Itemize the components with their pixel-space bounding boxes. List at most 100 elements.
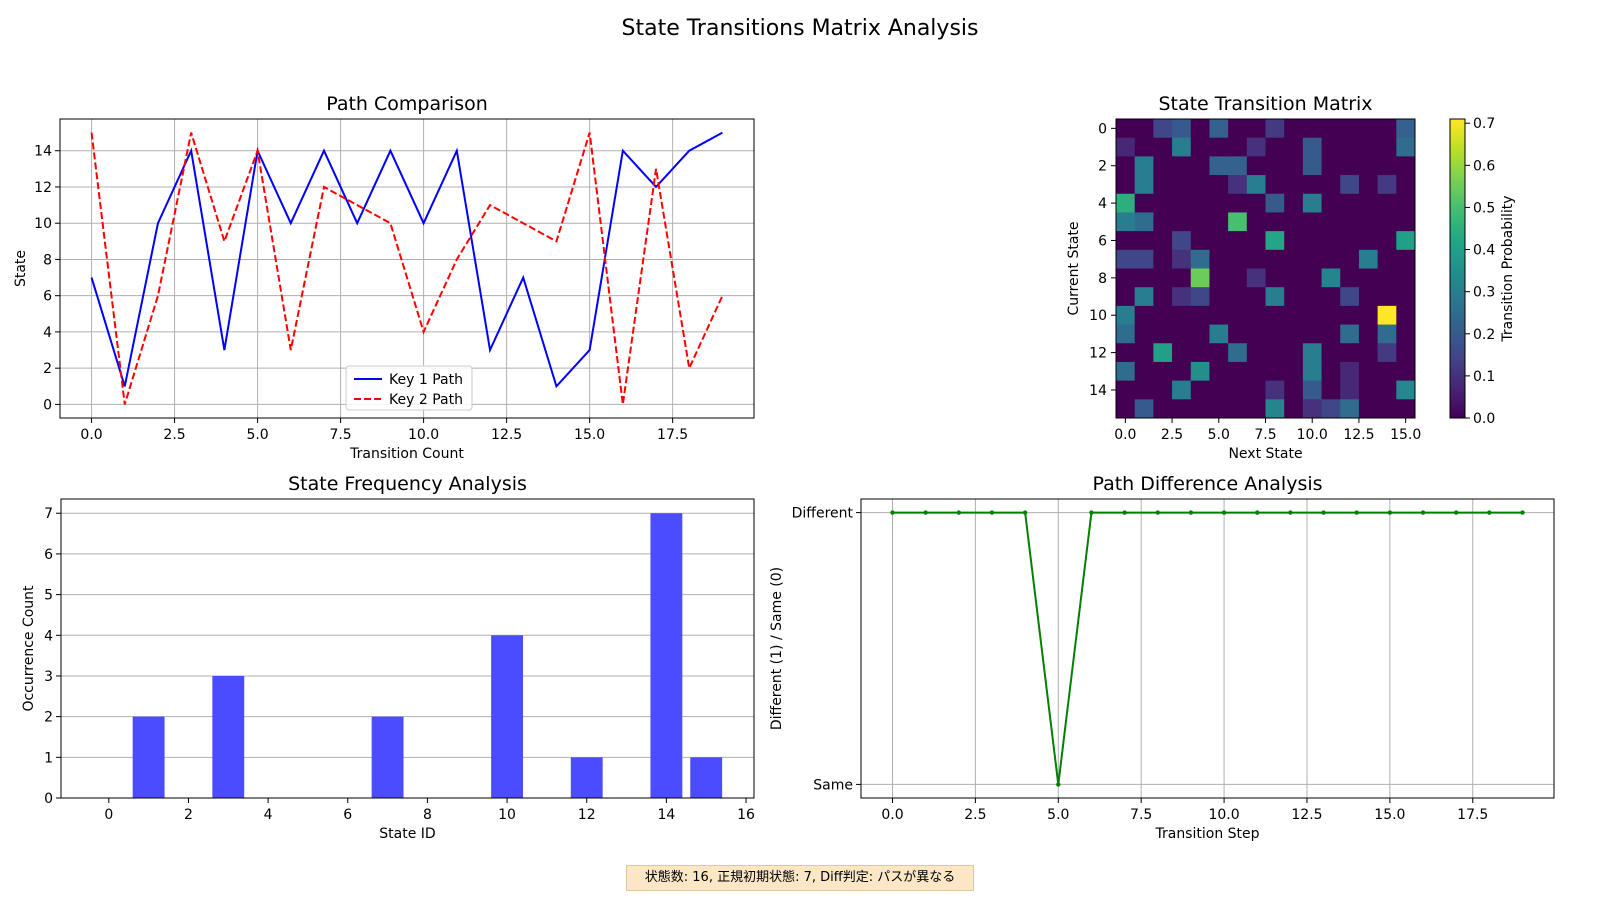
heatmap-cell bbox=[1172, 193, 1192, 213]
heatmap-cell bbox=[1246, 324, 1266, 344]
heatmap-cell bbox=[1302, 137, 1323, 157]
heatmap-cell bbox=[1358, 305, 1379, 326]
heatmap-cell bbox=[1172, 399, 1192, 419]
heatmap-cell bbox=[1172, 212, 1192, 232]
colorbar-tick-label: 0.4 bbox=[1473, 243, 1495, 259]
heatmap-cell bbox=[1153, 249, 1173, 269]
heatmap-cell bbox=[1153, 119, 1173, 139]
heatmap-cell bbox=[1116, 119, 1136, 139]
x-axis-label: Transition Step bbox=[1154, 826, 1259, 842]
heatmap-cell bbox=[1228, 287, 1248, 307]
plot-frame bbox=[59, 118, 755, 419]
heatmap-cell bbox=[1153, 212, 1173, 232]
heatmap-cell bbox=[1284, 268, 1304, 288]
y-tick-label: 7 bbox=[44, 506, 53, 522]
heatmap-cell bbox=[1265, 361, 1285, 382]
heatmap-cell bbox=[1284, 324, 1304, 344]
heatmap-cell bbox=[1228, 361, 1248, 382]
heatmap-cell bbox=[1302, 249, 1323, 269]
heatmap-cell bbox=[1228, 305, 1248, 326]
y-axis-label: Different (1) / Same (0) bbox=[769, 567, 785, 730]
heatmap-cell bbox=[1134, 119, 1154, 139]
heatmap-cell bbox=[1302, 305, 1323, 326]
heatmap-cell bbox=[1358, 268, 1379, 288]
x-tick-label: 17.5 bbox=[1457, 807, 1488, 823]
x-tick-label: 12.5 bbox=[491, 427, 522, 443]
heatmap-cell bbox=[1302, 361, 1323, 382]
y-tick-label: 8 bbox=[43, 252, 52, 268]
heatmap-cell bbox=[1228, 399, 1248, 419]
heatmap-cell bbox=[1340, 175, 1360, 195]
heatmap-cell bbox=[1228, 156, 1248, 176]
x-tick-label: 10.0 bbox=[408, 427, 439, 443]
bar-state-15 bbox=[690, 757, 723, 798]
y-tick-label: 0 bbox=[44, 791, 53, 807]
heatmap-cell bbox=[1265, 156, 1285, 176]
heatmap-cell bbox=[1134, 156, 1154, 176]
x-tick-label: 7.5 bbox=[1254, 427, 1276, 443]
heatmap-cell bbox=[1358, 287, 1379, 307]
heatmap-cell bbox=[1340, 324, 1360, 344]
heatmap-cell bbox=[1153, 268, 1173, 288]
heatmap-cell bbox=[1265, 268, 1285, 288]
heatmap-cell bbox=[1246, 305, 1266, 326]
heatmap-cell bbox=[1116, 268, 1136, 288]
heatmap-cell bbox=[1396, 324, 1416, 344]
heatmap-cell bbox=[1284, 343, 1304, 363]
y-tick-label: 14 bbox=[34, 144, 52, 160]
heatmap-cell bbox=[1209, 156, 1229, 176]
bar-state-14 bbox=[650, 513, 683, 798]
x-tick-label: 2.5 bbox=[964, 807, 986, 823]
heatmap-cell bbox=[1172, 175, 1192, 195]
heatmap-cell bbox=[1172, 380, 1192, 400]
x-tick-label: 16 bbox=[737, 807, 755, 823]
heatmap-cell bbox=[1172, 305, 1192, 326]
heatmap-cell bbox=[1284, 399, 1304, 419]
heatmap-cell bbox=[1116, 212, 1136, 232]
heatmap-cell bbox=[1340, 156, 1360, 176]
heatmap-cell bbox=[1302, 156, 1323, 176]
heatmap-cell bbox=[1340, 287, 1360, 307]
heatmap-cell bbox=[1172, 137, 1192, 157]
heatmap-cell bbox=[1172, 268, 1192, 288]
heatmap-cell bbox=[1302, 119, 1323, 139]
y-tick-label: 0 bbox=[43, 397, 52, 413]
y-tick-label: 0 bbox=[1098, 121, 1107, 137]
heatmap-cell bbox=[1340, 249, 1360, 269]
y-tick-label: Same bbox=[813, 777, 853, 793]
legend-label: Key 2 Path bbox=[389, 392, 463, 408]
x-tick-label: 2.5 bbox=[1161, 427, 1183, 443]
y-tick-label: 6 bbox=[1098, 233, 1107, 249]
heatmap-cell bbox=[1340, 137, 1360, 157]
heatmap-cell bbox=[1377, 231, 1397, 251]
heatmap-cell bbox=[1190, 343, 1210, 363]
heatmap-cell bbox=[1377, 156, 1397, 176]
heatmap-cell bbox=[1153, 193, 1173, 213]
heatmap-cell bbox=[1396, 287, 1416, 307]
heatmap-cell bbox=[1358, 343, 1379, 363]
heatmap-cell bbox=[1209, 119, 1229, 139]
heatmap-cell bbox=[1190, 380, 1210, 400]
x-tick-label: 10.0 bbox=[1297, 427, 1328, 443]
colorbar-tick-label: 0.0 bbox=[1473, 411, 1495, 427]
x-tick-label: 14 bbox=[657, 807, 675, 823]
heatmap-cell bbox=[1265, 193, 1285, 213]
heatmap-cell bbox=[1116, 361, 1136, 382]
diff-point bbox=[1453, 510, 1459, 515]
y-axis-label: Occurrence Count bbox=[21, 585, 37, 712]
x-tick-label: 5.0 bbox=[1208, 427, 1230, 443]
heatmap-cell bbox=[1190, 399, 1210, 419]
diff-point bbox=[1420, 510, 1426, 515]
diff-point bbox=[1155, 510, 1160, 515]
heatmap-cell bbox=[1396, 193, 1416, 213]
heatmap-cell bbox=[1228, 212, 1248, 232]
heatmap-cell bbox=[1190, 156, 1210, 176]
colorbar-tick-label: 0.2 bbox=[1473, 327, 1495, 343]
heatmap-cell bbox=[1209, 175, 1229, 195]
heatmap-cell bbox=[1228, 324, 1248, 344]
heatmap-cell bbox=[1396, 399, 1416, 419]
chart-title: Path Difference Analysis bbox=[1092, 473, 1322, 495]
bar-state-7 bbox=[371, 716, 404, 798]
x-tick-label: 15.0 bbox=[1390, 427, 1421, 443]
